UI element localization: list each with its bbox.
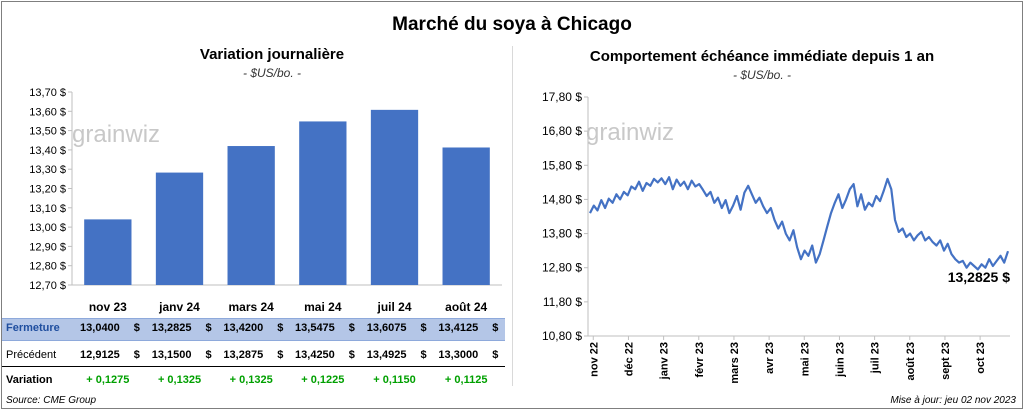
- precedent-cell: 13,4925: [366, 349, 407, 361]
- precedent-currency: $: [205, 349, 212, 361]
- bar-category-label: nov 23: [89, 300, 127, 314]
- variation-cell: + 0,1150: [373, 374, 416, 386]
- precedent-row-label: Précédent: [6, 349, 57, 361]
- precedent-currency: $: [420, 349, 427, 361]
- left-chart-subtitle: - $US/bo. -: [242, 66, 302, 80]
- fermeture-cell: 13,6075: [366, 322, 407, 334]
- line-y-tick-label: 15,80 $: [542, 158, 582, 172]
- bar-category-label: août 24: [445, 300, 487, 314]
- main-title: Marché du soya à Chicago: [392, 14, 632, 35]
- line-y-tick-label: 10,80 $: [542, 329, 582, 343]
- precedent-currency: $: [277, 349, 284, 361]
- right-chart-subtitle: - $US/bo. -: [732, 68, 792, 82]
- precedent-cell: 12,9125: [80, 349, 120, 361]
- line-x-tick-label: janv 23: [659, 342, 671, 380]
- line-y-tick-label: 14,80 $: [542, 192, 582, 206]
- right-chart-title: Comportement échéance immédiate depuis 1…: [589, 48, 935, 65]
- bar-category-label: mars 24: [228, 300, 274, 314]
- bar-y-tick-label: 12,80 $: [29, 261, 66, 273]
- precedent-cell: 13,2875: [223, 349, 264, 361]
- variation-cell: + 0,1125: [444, 374, 488, 386]
- bar-y-tick-label: 12,70 $: [29, 280, 66, 292]
- bar-y-tick-label: 13,70 $: [29, 87, 66, 99]
- footer-source: Source: CME Group: [6, 395, 97, 406]
- line-x-tick-label: mai 23: [799, 342, 811, 376]
- precedent-cell: 13,3000: [438, 349, 479, 361]
- line-y-tick-label: 13,80 $: [542, 227, 582, 241]
- bar-category-label: mai 24: [304, 300, 342, 314]
- line-x-tick-label: août 23: [905, 342, 917, 381]
- line-y-tick-label: 12,80 $: [542, 261, 582, 275]
- bar-category-label: juil 24: [376, 300, 411, 314]
- fermeture-currency: $: [205, 322, 212, 334]
- line-y-tick-label: 17,80 $: [542, 90, 582, 104]
- bar: [227, 146, 275, 285]
- bar-y-tick-label: 13,40 $: [29, 145, 66, 157]
- precedent-cell: 13,1500: [151, 349, 192, 361]
- variation-cell: + 0,1275: [86, 374, 130, 386]
- line-x-tick-label: avr 23: [764, 342, 776, 374]
- price-table: Fermeture 13,0400 $13,2825 $13,4200 $13,5475…: [2, 2, 512, 408]
- bar-y-tick-label: 13,00 $: [29, 222, 66, 234]
- line-x-tick-label: juin 23: [834, 342, 846, 378]
- line-watermark: grainwiz: [586, 119, 674, 146]
- line-x-tick-label: juil 23: [870, 342, 882, 374]
- bar-category-label: janv 24: [158, 300, 200, 314]
- line-x-tick-label: sept 23: [940, 342, 952, 380]
- bar-y-tick-label: 13,50 $: [29, 126, 66, 138]
- fermeture-row-label: Fermeture: [6, 322, 60, 334]
- fermeture-currency: $: [348, 322, 355, 334]
- bar-watermark: grainwiz: [72, 121, 160, 148]
- fermeture-cell: 13,2825: [151, 322, 192, 334]
- price-line: [589, 176, 1010, 271]
- line-chart: grainwiz 13,2825 $ 10,80 $ 11,80 $ 12,80 $…: [542, 90, 1010, 384]
- fermeture-currency: $: [133, 322, 140, 334]
- line-x-tick-label: déc 22: [623, 342, 635, 376]
- precedent-cell: 13,4250: [295, 349, 335, 361]
- bar-chart: grainwiz 12,70 $ 12,80 $ 12,90 $ 13,00 $ 13,…: [29, 87, 502, 314]
- fermeture-currency: $: [492, 322, 499, 334]
- line-x-tick-label: févr 23: [694, 342, 706, 377]
- fermeture-row-bg: [2, 318, 505, 341]
- line-y-tick-label: 16,80 $: [542, 124, 582, 138]
- bar: [84, 219, 132, 285]
- left-chart-title: Variation journalière: [199, 46, 345, 63]
- line-x-tick-label: oct 23: [975, 342, 987, 374]
- fermeture-cell: 13,5475: [295, 322, 335, 334]
- fermeture-cell: 13,4125: [438, 322, 479, 334]
- bar: [442, 147, 490, 285]
- fermeture-cell: 13,4200: [223, 322, 264, 334]
- bar: [155, 172, 204, 285]
- bar: [370, 109, 419, 285]
- footer-updated: Mise à jour: jeu 02 nov 2023: [890, 395, 1016, 406]
- bar-y-tick-label: 13,60 $: [29, 106, 66, 118]
- bar-y-tick-label: 13,30 $: [29, 164, 66, 176]
- variation-cell: + 0,1225: [301, 374, 345, 386]
- line-x-tick-label: nov 22: [588, 342, 600, 377]
- variation-row-label: Variation: [6, 374, 53, 386]
- bar-y-tick-label: 13,10 $: [29, 203, 66, 215]
- bar: [299, 121, 347, 285]
- precedent-currency: $: [133, 349, 140, 361]
- fermeture-currency: $: [277, 322, 284, 334]
- fermeture-cell: 13,0400: [80, 322, 120, 334]
- variation-cell: + 0,1325: [157, 374, 202, 386]
- last-value-label: 13,2825 $: [948, 269, 1010, 285]
- bar-y-tick-label: 12,90 $: [29, 241, 66, 253]
- chart-separator: [512, 46, 513, 386]
- precedent-currency: $: [348, 349, 355, 361]
- bar-y-tick-label: 13,20 $: [29, 184, 66, 196]
- line-y-tick-label: 11,80 $: [543, 295, 582, 309]
- fermeture-currency: $: [420, 322, 427, 334]
- table-divider: [2, 366, 505, 367]
- variation-cell: + 0,1325: [229, 374, 273, 386]
- line-x-tick-label: mars 23: [729, 342, 741, 384]
- precedent-currency: $: [492, 349, 499, 361]
